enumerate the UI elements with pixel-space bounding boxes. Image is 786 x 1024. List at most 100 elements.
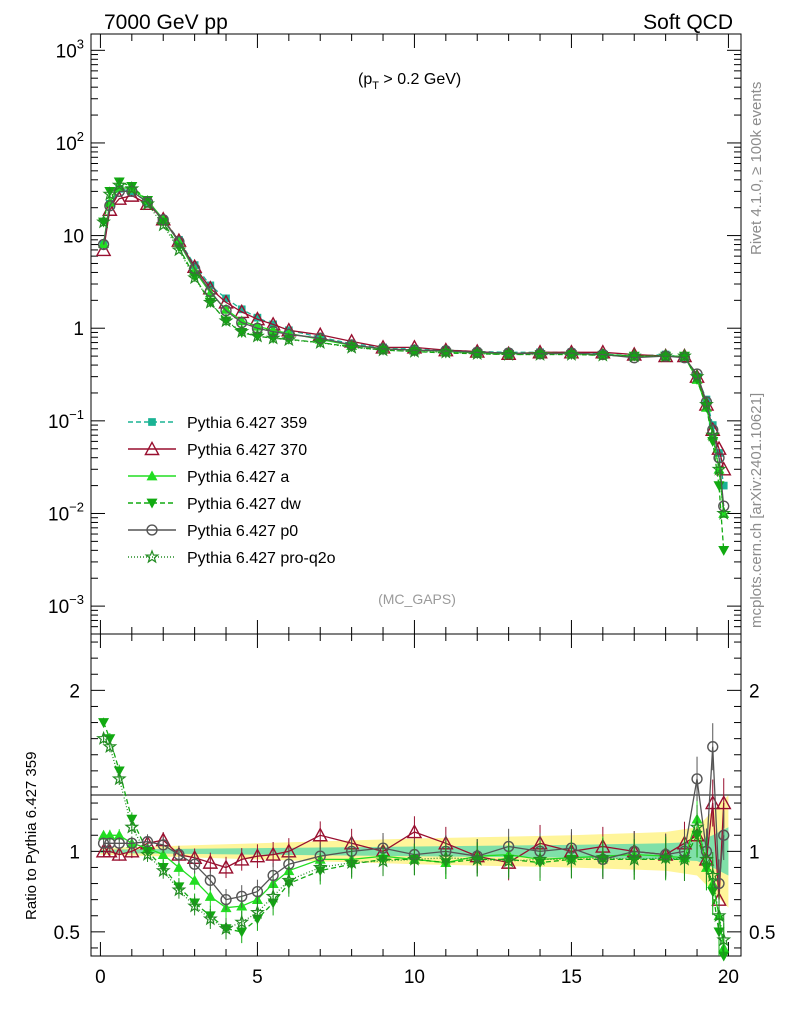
ratio-point [715, 794, 732, 810]
legend-marker [146, 470, 158, 481]
data-point [95, 241, 112, 257]
ratio-point [111, 846, 128, 861]
ratio-point [141, 836, 154, 848]
main-y-tick-label: 10−2 [48, 499, 84, 525]
series-line [102, 184, 725, 514]
data-point [678, 352, 691, 364]
ratio-point [124, 819, 140, 834]
main-y-tick-label: 1 [73, 319, 84, 340]
ratio-point [344, 854, 360, 869]
legend-label: Pythia 6.427 pro-q2o [187, 550, 336, 567]
data-point [312, 334, 328, 349]
data-point [250, 328, 265, 343]
legend-entry: Pythia 6.427 370 [128, 440, 307, 459]
ratio-point [532, 851, 548, 866]
ratio-point [171, 882, 187, 897]
legend-label: Pythia 6.427 359 [187, 415, 307, 432]
ratio-point [469, 851, 485, 866]
x-tick-label: 10 [404, 967, 425, 988]
ratio-point [173, 848, 185, 861]
data-point [126, 185, 138, 198]
ratio-point [126, 837, 138, 849]
main-x-ticks [99, 34, 729, 634]
data-point [236, 315, 248, 326]
data-point [314, 332, 326, 344]
main-plot-frame [90, 33, 742, 635]
ratio-point [234, 914, 250, 929]
ratio-y-tick-label: 1 [69, 842, 80, 863]
ratio-point [312, 859, 328, 874]
legend-marker [144, 549, 160, 564]
ratio-point [375, 853, 391, 868]
legend-label: Pythia 6.427 dw [187, 496, 301, 513]
data-point [699, 396, 714, 411]
ratio-point [204, 874, 216, 886]
ratio-y-tick-label-right: 0.5 [749, 923, 775, 944]
analysis-tag: (MC_GAPS) [378, 591, 456, 607]
ratio-point [113, 829, 125, 840]
main-y-tick-label: 10−3 [48, 592, 84, 618]
ratio-point [97, 837, 110, 849]
data-point [140, 196, 156, 211]
ratio-point [157, 849, 169, 859]
data-point [532, 346, 548, 361]
data-point [113, 177, 125, 188]
ratio-point [658, 849, 674, 865]
ratio-y-tick-label-right: 2 [749, 681, 760, 702]
ratio-point [689, 819, 705, 834]
legend-marker [148, 418, 156, 426]
x-tick-label: 20 [718, 967, 739, 988]
ratio-line [103, 802, 725, 900]
ratio-point [595, 849, 611, 865]
data-point [564, 346, 579, 361]
ratio-point [233, 851, 250, 866]
data-point [104, 186, 116, 197]
data-point [222, 294, 230, 303]
side-text-rivet: Rivet 4.1.0, ≥ 100k events [748, 82, 765, 255]
main-y-tick-label: 10 [63, 227, 84, 248]
data-point [718, 500, 730, 512]
ratio-point [218, 920, 234, 935]
data-point [344, 339, 360, 354]
ratio-point [713, 877, 725, 890]
ratio-point [96, 730, 111, 745]
ratio-point [111, 771, 127, 786]
ratio-point [312, 827, 329, 842]
ratio-point [691, 773, 703, 785]
header-right: Soft QCD [643, 11, 733, 34]
data-point [155, 217, 171, 232]
ratio-point [699, 851, 714, 866]
ratio-point [189, 874, 201, 885]
legend-entry: Pythia 6.427 a [128, 469, 289, 486]
ratio-point [155, 862, 171, 878]
ratio-point [705, 867, 721, 882]
ratio-point [501, 853, 517, 868]
ratio-y-tick-label-right: 1 [749, 842, 760, 863]
ratio-series-5 [96, 730, 732, 956]
data-point [626, 348, 642, 363]
data-point [658, 348, 674, 363]
header-left: 7000 GeV pp [104, 11, 228, 34]
ratio-point [104, 829, 116, 840]
data-point [124, 180, 140, 196]
legend-marker [144, 440, 160, 456]
data-point [705, 427, 721, 442]
data-point [719, 481, 728, 490]
data-point [113, 185, 125, 198]
ratio-point [236, 890, 248, 903]
data-point [189, 272, 201, 283]
data-point [595, 347, 611, 362]
ratio-point [102, 843, 118, 858]
ratio-point [407, 851, 422, 866]
ratio-point [249, 848, 266, 863]
main-y-tick-label: 103 [56, 36, 84, 62]
data-point [236, 328, 248, 338]
data-point [438, 344, 454, 359]
data-point [171, 242, 187, 257]
ratio-y-tick-label: 0.5 [54, 923, 80, 944]
legend-entry: Pythia 6.427 359 [128, 415, 307, 432]
data-point [97, 238, 110, 251]
ratio-point [267, 869, 279, 882]
ratio-point [250, 904, 265, 919]
